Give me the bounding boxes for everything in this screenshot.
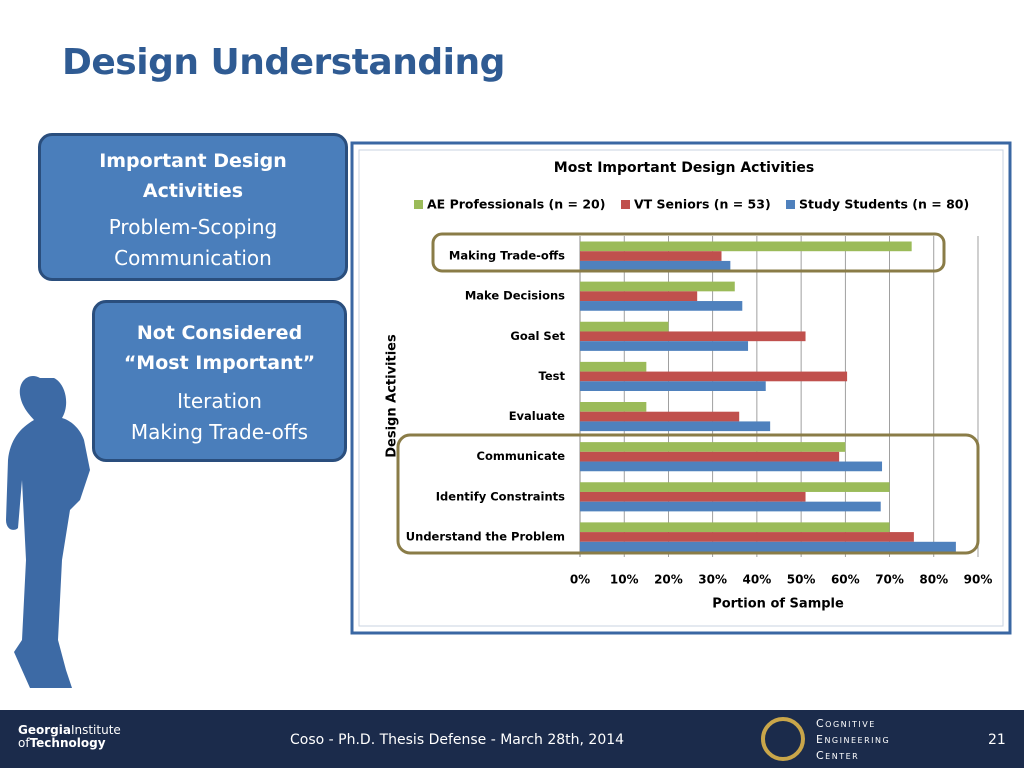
y-tick-label: Understand the Problem	[406, 529, 565, 543]
box-item: Iteration	[177, 389, 262, 413]
bar	[580, 341, 749, 351]
slide-title: Design Understanding	[62, 42, 505, 83]
box-heading: “Most Important”	[123, 352, 316, 374]
bar	[580, 381, 766, 391]
box-item: Making Trade-offs	[130, 420, 309, 444]
bar	[580, 532, 914, 542]
bar	[580, 411, 740, 422]
box-heading: Important Design	[99, 150, 287, 172]
x-tick-label: 60%	[831, 573, 860, 587]
y-tick-label: Communicate	[477, 449, 566, 463]
highlight	[396, 433, 980, 555]
box-item: Problem-Scoping	[108, 215, 278, 239]
y-tick-label: Identify Constraints	[436, 489, 565, 503]
chart-title: Most Important Design Activities	[554, 160, 814, 176]
chart: Most Important Design Activities Portion…	[350, 141, 1012, 635]
bar	[580, 251, 722, 261]
x-axis-title: Portion of Sample	[712, 597, 844, 612]
bar	[580, 451, 840, 462]
highlight	[431, 232, 946, 273]
bar	[580, 442, 846, 452]
logo-ring	[761, 717, 805, 761]
legend-label: VT Seniors (n = 53)	[634, 197, 771, 212]
logo-text: of	[18, 736, 30, 750]
x-tick-label: 80%	[919, 573, 948, 587]
chart-inner-frame	[358, 149, 1004, 627]
x-tick-label: 90%	[964, 573, 993, 587]
bar	[580, 331, 806, 342]
bar	[580, 321, 669, 332]
legend-swatch	[621, 200, 630, 209]
footer: GeorgiaInstitute ofTechnology Coso - Ph.…	[0, 710, 1024, 768]
left-logo: GeorgiaInstitute ofTechnology	[18, 724, 121, 750]
box-heading: Activities	[142, 180, 244, 202]
x-tick-label: 50%	[787, 573, 816, 587]
footer-text: Coso - Ph.D. Thesis Defense - March 28th…	[290, 732, 625, 748]
bar	[580, 461, 883, 472]
not-considered-box: Not Considered “Most Important” Iteratio…	[92, 300, 347, 462]
y-tick-label: Test	[539, 369, 566, 383]
y-axis-title: Design Activities	[385, 334, 400, 458]
x-tick-label: 40%	[743, 573, 772, 587]
x-tick-label: 10%	[610, 573, 639, 587]
bar	[580, 491, 806, 502]
bar	[580, 371, 848, 382]
bar	[580, 522, 890, 533]
x-tick-label: 70%	[875, 573, 904, 587]
logo-text: Center	[816, 749, 860, 762]
logo-text: Engineering	[816, 733, 891, 746]
page-number: 21	[988, 732, 1006, 748]
right-logo: Cognitive Engineering Center	[816, 716, 890, 764]
bar	[580, 421, 771, 432]
box-heading: Not Considered	[136, 322, 303, 344]
logo-text: Georgia	[18, 723, 71, 737]
box-item: Communication	[114, 246, 272, 270]
y-tick-label: Evaluate	[509, 409, 565, 423]
logo-text: Institute	[70, 723, 121, 737]
bar	[580, 291, 698, 302]
y-tick-label: Goal Set	[510, 329, 565, 343]
bar	[580, 241, 912, 252]
legend-label: Study Students (n = 80)	[799, 197, 969, 212]
figure	[6, 375, 90, 688]
x-tick-label: 30%	[698, 573, 727, 587]
bar	[580, 501, 881, 512]
legend-swatch	[786, 200, 795, 209]
bar	[580, 260, 731, 271]
x-tick-label: 0%	[570, 573, 590, 587]
bar	[580, 541, 956, 552]
y-tick-label: Making Trade-offs	[449, 249, 565, 263]
logo-text: Cognitive	[816, 717, 876, 730]
bar	[580, 281, 735, 292]
bar	[580, 402, 647, 412]
bar	[580, 301, 743, 311]
important-box: Important Design Activities Problem-Scop…	[38, 133, 348, 281]
ec-logo	[761, 717, 805, 761]
x-tick-label: 20%	[654, 573, 683, 587]
bar	[580, 361, 647, 372]
legend-swatch	[414, 200, 423, 209]
silhouette	[6, 375, 90, 688]
logo-text: Technology	[29, 736, 106, 750]
y-tick-label: Make Decisions	[465, 289, 565, 303]
legend-label: AE Professionals (n = 20)	[427, 197, 605, 212]
bar	[580, 482, 890, 492]
